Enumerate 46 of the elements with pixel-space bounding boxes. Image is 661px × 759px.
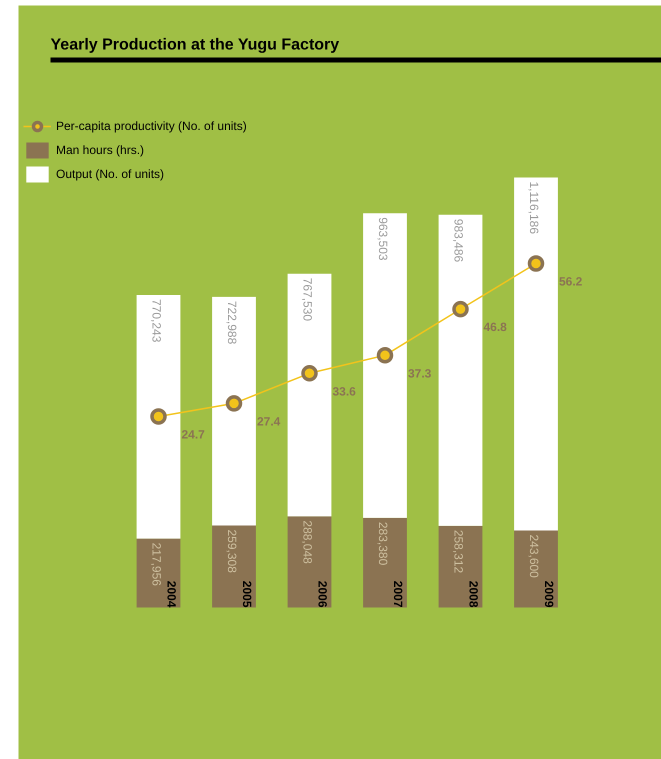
data-label: 770,243: [149, 299, 164, 343]
data-label: 288,048: [300, 520, 314, 564]
point: [150, 408, 167, 425]
data-label: 243,600: [526, 534, 541, 578]
bar: [438, 214, 482, 526]
data-label: 37.3: [408, 366, 432, 380]
data-label: 258,312: [451, 530, 466, 574]
point: [226, 395, 242, 412]
bar: [288, 274, 332, 516]
data-label: 24.7: [182, 428, 206, 442]
data-label: 283,380: [376, 522, 390, 566]
bar: [363, 213, 407, 518]
data-label: 46.8: [484, 320, 508, 334]
bar: [514, 178, 558, 530]
data-label: 722,988: [224, 300, 239, 345]
bar: [288, 516, 332, 608]
point: [452, 300, 469, 318]
x-tick-label: 2008: [466, 580, 481, 608]
bar: [438, 526, 482, 608]
x-tick-label: 2007: [391, 580, 406, 608]
point: [528, 255, 544, 272]
point: [301, 365, 318, 382]
point: [376, 347, 394, 364]
bar: [212, 526, 256, 608]
legend-label: Per-capita productivity (No. of units): [56, 119, 247, 133]
x-tick-label: 2009: [542, 580, 556, 608]
chart-title: Yearly Production at the Yugu Factory: [50, 36, 340, 54]
data-label: 56.2: [559, 274, 583, 288]
data-label: 963,503: [376, 217, 390, 261]
bar: [514, 530, 558, 608]
x-tick-label: 2005: [240, 580, 254, 608]
x-tick-label: 2004: [164, 580, 179, 608]
data-label: 27.4: [257, 414, 281, 428]
data-label: 259,308: [224, 530, 239, 574]
bar: [136, 538, 180, 608]
x-tick-label: 2006: [316, 580, 330, 608]
data-label: 33.6: [332, 384, 356, 398]
legend-label: Man hours (hrs.): [56, 143, 144, 157]
data-label: 217,956: [149, 542, 164, 586]
bar: [212, 296, 256, 526]
data-label: 767,530: [300, 278, 314, 322]
bar: [363, 518, 407, 608]
legend-label: Output (No. of units): [56, 167, 164, 181]
bar: [136, 295, 180, 539]
data-label: 1,116,186: [526, 182, 541, 234]
data-label: 983,486: [451, 218, 466, 263]
